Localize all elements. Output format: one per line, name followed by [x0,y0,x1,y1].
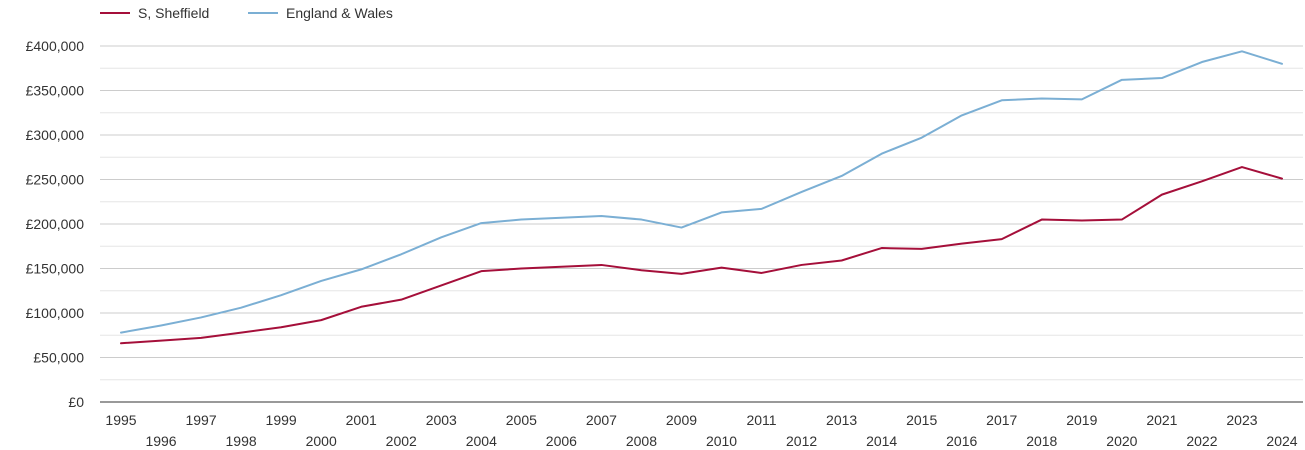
x-tick-label: 2004 [466,433,497,449]
x-tick-label: 1998 [226,433,257,449]
x-tick-label: 2003 [426,412,457,428]
y-tick-label: £300,000 [26,127,85,143]
x-tick-label: 2001 [346,412,377,428]
x-tick-label: 2011 [746,412,776,428]
x-tick-label: 2010 [706,433,737,449]
x-tick-label: 2005 [506,412,537,428]
y-tick-label: £100,000 [26,305,85,321]
x-tick-label: 2022 [1186,433,1217,449]
y-tick-label: £200,000 [26,216,85,232]
series-line-sheffield [120,166,1283,345]
x-tick-label: 2002 [386,433,417,449]
x-tick-label: 2015 [906,412,937,428]
series-group [120,50,1283,345]
legend-label-sheffield: S, Sheffield [138,5,209,21]
y-tick-label: £50,000 [33,350,84,366]
x-tick-label: 2013 [826,412,857,428]
x-tick-label: 2000 [306,433,337,449]
x-tick-label: 2019 [1066,412,1097,428]
x-tick-label: 2009 [666,412,697,428]
y-tick-label: £0 [68,394,84,410]
x-tick-label: 2017 [986,412,1017,428]
x-tick-label: 2024 [1266,433,1297,449]
x-tick-label: 2007 [586,412,617,428]
legend-label-england-wales: England & Wales [286,5,393,21]
y-tick-label: £150,000 [26,261,85,277]
series-line-england-wales [120,50,1283,334]
x-tick-label: 1997 [185,412,216,428]
y-tick-label: £250,000 [26,172,85,188]
x-tick-label: 2014 [866,433,897,449]
x-tick-label: 2008 [626,433,657,449]
x-tick-label: 2020 [1106,433,1137,449]
x-tick-label: 2018 [1026,433,1057,449]
x-tick-label: 2012 [786,433,817,449]
x-tick-label: 2016 [946,433,977,449]
y-tick-label: £400,000 [26,38,85,54]
x-tick-label: 2023 [1226,412,1257,428]
y-tick-label: £350,000 [26,83,85,99]
y-axis-labels: £0 £50,000 £100,000 £150,000 £200,000 £250,00… [26,38,85,410]
legend: S, Sheffield England & Wales [100,5,393,21]
x-tick-label: 1995 [105,412,136,428]
x-axis-labels: 1995 1996 1997 1998 1999 2000 2001 2002 2003 2004… [105,412,1297,449]
x-tick-label: 2006 [546,433,577,449]
x-tick-label: 1999 [266,412,297,428]
x-tick-label: 2021 [1146,412,1177,428]
x-tick-label: 1996 [145,433,176,449]
grid [100,45,1303,381]
